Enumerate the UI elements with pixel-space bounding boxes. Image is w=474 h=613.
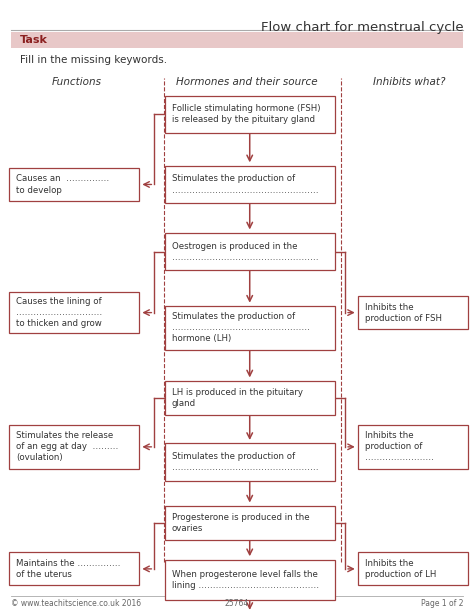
Text: LH is produced in the pituitary
gland: LH is produced in the pituitary gland xyxy=(172,388,303,408)
FancyBboxPatch shape xyxy=(164,560,335,600)
Text: Stimulates the production of
……………………………………………: Stimulates the production of ……………………………… xyxy=(172,452,319,472)
Text: When progesterone level falls the
lining ……………………………………: When progesterone level falls the lining… xyxy=(172,570,319,590)
Text: Flow chart for menstrual cycle: Flow chart for menstrual cycle xyxy=(261,21,463,34)
Text: Page 1 of 2: Page 1 of 2 xyxy=(421,599,463,608)
FancyBboxPatch shape xyxy=(164,233,335,270)
Text: Stimulates the production of
……………………………………………: Stimulates the production of ……………………………… xyxy=(172,175,319,194)
FancyBboxPatch shape xyxy=(9,168,139,201)
Text: Fill in the missing keywords.: Fill in the missing keywords. xyxy=(20,55,167,65)
Text: © www.teachitscience.co.uk 2016: © www.teachitscience.co.uk 2016 xyxy=(11,599,141,608)
FancyBboxPatch shape xyxy=(9,425,139,468)
FancyBboxPatch shape xyxy=(9,552,139,585)
Text: Follicle stimulating hormone (FSH)
is released by the pituitary gland: Follicle stimulating hormone (FSH) is re… xyxy=(172,104,320,124)
Text: Hormones and their source: Hormones and their source xyxy=(175,77,317,87)
Text: Inhibits the
production of
……………………: Inhibits the production of …………………… xyxy=(365,432,434,462)
FancyBboxPatch shape xyxy=(164,443,335,481)
Text: Task: Task xyxy=(20,35,48,45)
FancyBboxPatch shape xyxy=(164,306,335,349)
Text: 25764: 25764 xyxy=(225,599,249,608)
FancyBboxPatch shape xyxy=(9,292,139,333)
Text: Inhibits what?: Inhibits what? xyxy=(373,77,445,87)
FancyBboxPatch shape xyxy=(357,425,468,468)
Text: Inhibits the
production of LH: Inhibits the production of LH xyxy=(365,559,436,579)
FancyBboxPatch shape xyxy=(357,552,468,585)
Text: Stimulates the release
of an egg at day  ………
(ovulation): Stimulates the release of an egg at day … xyxy=(17,432,119,462)
FancyBboxPatch shape xyxy=(164,381,335,415)
FancyBboxPatch shape xyxy=(357,296,468,329)
Text: Inhibits the
production of FSH: Inhibits the production of FSH xyxy=(365,303,442,322)
Text: Causes an  ……………
to develop: Causes an …………… to develop xyxy=(17,175,109,194)
Text: Causes the lining of
…………………………
to thicken and grow: Causes the lining of ………………………… to thick… xyxy=(17,297,103,328)
Text: Stimulates the production of
…………………………………………
hormone (LH): Stimulates the production of ……………………………… xyxy=(172,312,310,343)
FancyBboxPatch shape xyxy=(164,506,335,540)
FancyBboxPatch shape xyxy=(164,166,335,203)
Text: Functions: Functions xyxy=(52,77,102,87)
FancyBboxPatch shape xyxy=(11,32,463,48)
FancyBboxPatch shape xyxy=(164,96,335,133)
Text: Oestrogen is produced in the
……………………………………………: Oestrogen is produced in the ……………………………… xyxy=(172,242,319,262)
Text: Maintains the ……………
of the uterus: Maintains the …………… of the uterus xyxy=(17,559,121,579)
Text: Progesterone is produced in the
ovaries: Progesterone is produced in the ovaries xyxy=(172,513,310,533)
